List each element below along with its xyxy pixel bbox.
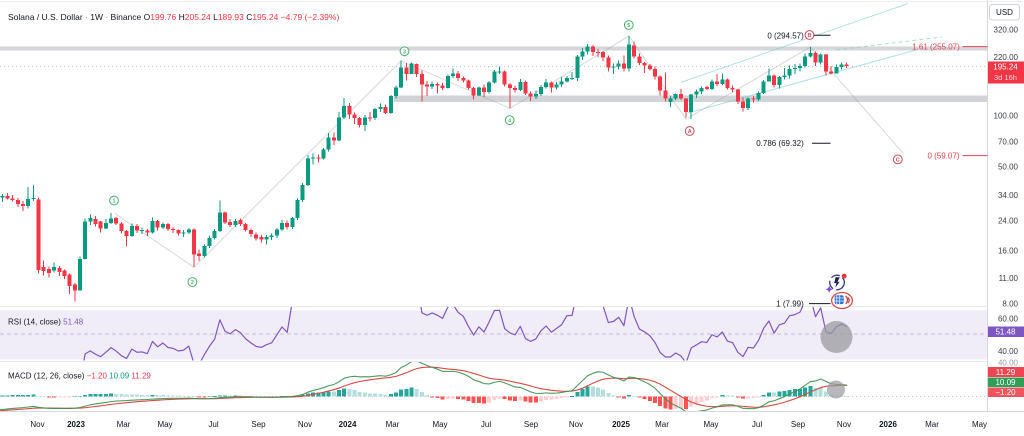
svg-text:70.00: 70.00 [998,138,1019,147]
svg-text:10.09: 10.09 [995,378,1016,387]
svg-text:2024: 2024 [339,420,357,429]
svg-text:40.00: 40.00 [998,359,1019,368]
svg-text:Mar: Mar [925,420,939,429]
svg-text:−1.20: −1.20 [995,388,1016,397]
svg-text:Nov: Nov [298,420,312,429]
svg-text:Nov: Nov [837,420,851,429]
svg-text:24.00: 24.00 [998,217,1019,226]
svg-text:40.00: 40.00 [998,347,1019,356]
svg-text:Sep: Sep [791,420,806,429]
svg-text:May: May [432,420,447,429]
svg-text:220.00: 220.00 [994,53,1019,62]
svg-text:C: C [896,158,900,164]
svg-text:1.61 (255.07): 1.61 (255.07) [912,43,960,52]
svg-text:0.786 (69.32): 0.786 (69.32) [756,139,804,148]
svg-text:51.48: 51.48 [995,328,1016,337]
svg-text:Mar: Mar [117,420,131,429]
svg-text:Nov: Nov [30,420,44,429]
svg-text:May: May [157,420,172,429]
svg-text:16.00: 16.00 [998,246,1019,255]
svg-text:3d 16h: 3d 16h [994,73,1017,82]
svg-text:1: 1 [112,199,115,205]
svg-text:RSI (14, close) 51.48: RSI (14, close) 51.48 [8,318,84,327]
svg-text:Sep: Sep [251,420,266,429]
svg-text:195.24: 195.24 [993,63,1018,72]
svg-text:MACD (12, 26, close) −1.20 10.: MACD (12, 26, close) −1.20 10.09 11.29 [8,372,151,381]
svg-text:Jul: Jul [752,420,762,429]
svg-text:Jul: Jul [208,420,218,429]
svg-text:8.00: 8.00 [1002,300,1018,309]
svg-text:11.29: 11.29 [996,368,1016,377]
svg-text:3: 3 [403,50,406,56]
svg-text:1 (7.99): 1 (7.99) [776,300,804,309]
svg-text:Solana / U.S. Dollar · 1W · Bi: Solana / U.S. Dollar · 1W · Binance O199… [8,12,339,22]
svg-text:Nov: Nov [569,420,583,429]
svg-text:Sep: Sep [524,420,539,429]
svg-text:60.00: 60.00 [998,314,1019,323]
svg-text:11.00: 11.00 [999,274,1019,283]
svg-text:320.00: 320.00 [994,26,1019,35]
svg-text:2023: 2023 [67,420,85,429]
svg-text:May: May [703,420,718,429]
svg-text:USD: USD [996,8,1013,17]
svg-text:34.00: 34.00 [998,191,1019,200]
svg-text:0 (294.57): 0 (294.57) [767,31,804,40]
svg-text:Mar: Mar [386,420,400,429]
svg-text:2026: 2026 [879,420,897,429]
svg-text:50.00: 50.00 [998,162,1019,171]
svg-text:0 (59.07): 0 (59.07) [927,152,959,161]
svg-text:Mar: Mar [655,420,669,429]
svg-text:B: B [808,33,812,39]
svg-text:100.00: 100.00 [994,111,1019,120]
svg-text:2: 2 [191,280,194,286]
svg-text:5: 5 [627,23,630,29]
svg-text:Jul: Jul [481,420,491,429]
svg-text:4: 4 [508,118,512,124]
svg-text:A: A [688,129,692,135]
svg-text:2025: 2025 [612,420,630,429]
svg-text:May: May [972,420,987,429]
